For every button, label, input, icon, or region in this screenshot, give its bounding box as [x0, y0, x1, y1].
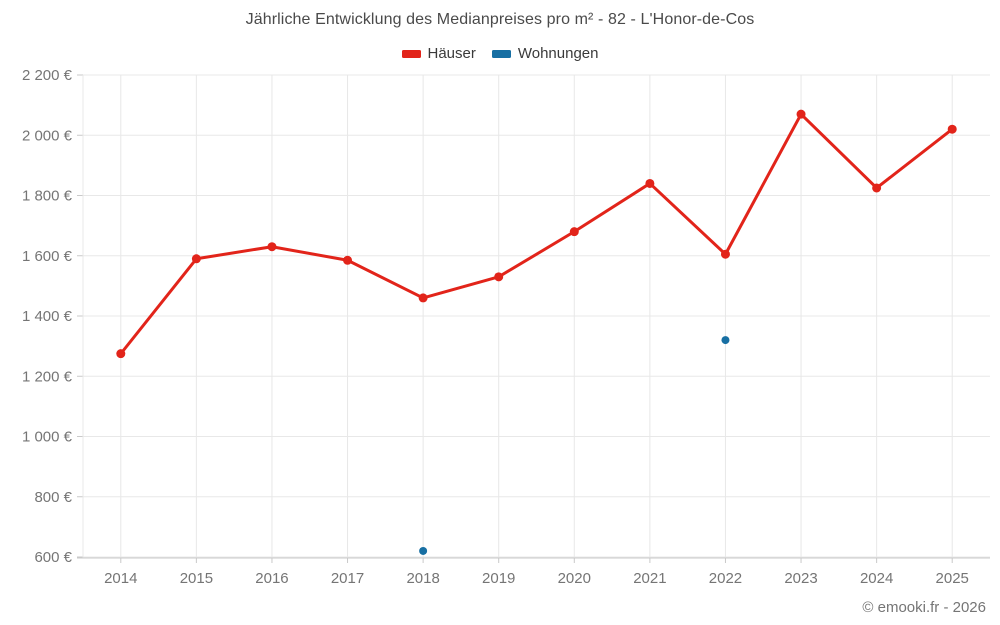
data-point-h-user-2022[interactable] [720, 249, 730, 259]
x-tick-label: 2021 [633, 570, 666, 587]
data-point-h-user-2025[interactable] [947, 124, 957, 134]
x-tick-label: 2018 [406, 570, 439, 587]
chart-legend: Häuser Wohnungen [0, 45, 1000, 62]
legend-item-haeuser[interactable]: Häuser [401, 45, 476, 62]
haeuser-swatch-rect [401, 49, 421, 58]
data-point-h-user-2019[interactable] [494, 272, 504, 282]
data-point-h-user-2016[interactable] [267, 242, 277, 252]
y-tick-label: 1 400 € [22, 308, 73, 325]
data-point-h-user-2018[interactable] [418, 293, 428, 303]
legend-item-wohnungen[interactable]: Wohnungen [491, 45, 599, 62]
x-tick-label: 2025 [936, 570, 969, 587]
x-tick-label: 2019 [482, 570, 515, 587]
y-tick-label: 1 200 € [22, 368, 73, 385]
chart-title: Jährliche Entwicklung des Medianpreises … [245, 11, 755, 28]
wohnungen-swatch-icon [491, 49, 511, 58]
x-tick-label: 2016 [255, 570, 288, 587]
y-tick-label: 1 000 € [22, 429, 73, 446]
x-tick-label: 2023 [784, 570, 817, 587]
y-tick-label: 600 € [34, 549, 72, 566]
legend-label-wohnungen: Wohnungen [517, 45, 599, 62]
y-tick-label: 2 200 € [22, 67, 73, 84]
copyright-text: © emooki.fr - 2026 [862, 599, 986, 616]
data-point-wohnungen-2018[interactable] [419, 546, 428, 555]
x-tick-label: 2024 [860, 570, 893, 587]
x-tick-label: 2020 [558, 570, 591, 587]
data-point-h-user-2021[interactable] [645, 178, 655, 188]
y-tick-label: 1 600 € [22, 248, 73, 265]
data-point-h-user-2024[interactable] [872, 183, 882, 193]
y-tick-label: 2 000 € [22, 127, 73, 144]
series-line-h-user [119, 112, 954, 356]
data-point-h-user-2020[interactable] [569, 227, 579, 237]
data-point-wohnungen-2022[interactable] [721, 336, 730, 345]
x-tick-label: 2022 [709, 570, 742, 587]
haeuser-swatch-icon [401, 49, 421, 58]
data-point-h-user-2023[interactable] [796, 109, 806, 119]
y-tick-label: 1 800 € [22, 188, 73, 205]
wohnungen-swatch-rect [491, 49, 511, 58]
x-tick-label: 2014 [104, 570, 137, 587]
data-point-h-user-2014[interactable] [116, 349, 126, 359]
data-point-h-user-2015[interactable] [191, 254, 201, 264]
legend-label-haeuser: Häuser [427, 45, 476, 62]
x-tick-label: 2017 [331, 570, 364, 587]
x-tick-label: 2015 [180, 570, 213, 587]
data-point-h-user-2017[interactable] [343, 255, 353, 265]
y-tick-label: 800 € [34, 489, 72, 506]
